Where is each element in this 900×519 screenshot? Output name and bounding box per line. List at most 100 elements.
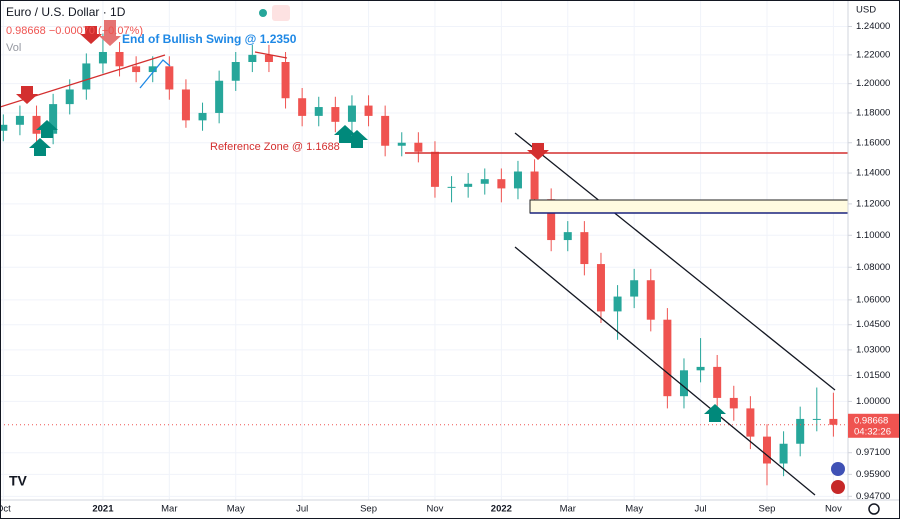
grid bbox=[0, 0, 848, 500]
candle-body bbox=[630, 280, 639, 297]
logo: TV bbox=[9, 473, 28, 489]
candle-body bbox=[746, 408, 755, 437]
candle-body bbox=[729, 397, 738, 409]
y-tick-label: 1.20000 bbox=[856, 78, 890, 89]
candle-body bbox=[430, 151, 439, 187]
candle-body bbox=[530, 171, 539, 200]
candle-body bbox=[0, 124, 8, 131]
candle-body bbox=[713, 366, 722, 398]
candle-body bbox=[646, 280, 655, 320]
annotation: End of Bullish Swing @ 1.2350 bbox=[122, 32, 297, 46]
candle-body bbox=[464, 183, 473, 187]
down-arrow bbox=[527, 143, 549, 160]
candle-body bbox=[198, 112, 207, 121]
candle-body bbox=[165, 66, 174, 90]
annotation: Reference Zone @ 1.1688 bbox=[210, 141, 340, 153]
y-tick-label: 1.04500 bbox=[856, 319, 890, 330]
x-tick-label: 2022 bbox=[491, 504, 512, 515]
candle-body bbox=[364, 105, 373, 116]
countdown: 04:32:26 bbox=[854, 426, 891, 437]
quote: 0.98668 −0.00070 (−0.07%) bbox=[6, 25, 143, 37]
candle-body bbox=[298, 98, 307, 116]
y-tick-label: 0.95900 bbox=[856, 469, 890, 480]
y-tick-label: 1.10000 bbox=[856, 230, 890, 241]
candle-body bbox=[513, 171, 522, 189]
down-arrow bbox=[80, 26, 102, 44]
arrow-line bbox=[254, 51, 288, 59]
candle-body bbox=[248, 54, 257, 62]
candle-body bbox=[580, 232, 589, 265]
candle-body bbox=[347, 105, 356, 122]
candle-body bbox=[812, 418, 821, 420]
flag-eu bbox=[831, 462, 845, 476]
candle-body bbox=[663, 319, 672, 397]
candle-body bbox=[414, 142, 423, 152]
candle-body bbox=[49, 104, 58, 134]
candle-body bbox=[115, 51, 124, 67]
last-price-label: 0.98668 bbox=[854, 415, 888, 426]
y-tick-label: 0.94700 bbox=[856, 491, 890, 502]
candle-body bbox=[381, 115, 390, 146]
candle-body bbox=[148, 66, 157, 73]
candle-body bbox=[231, 61, 240, 81]
currency: USD bbox=[856, 5, 876, 16]
x-tick-label: Sep bbox=[360, 504, 377, 515]
y-tick-label: 1.00000 bbox=[856, 396, 890, 407]
y-tick-label: 1.18000 bbox=[856, 107, 890, 118]
x-tick-label: May bbox=[625, 504, 643, 515]
status-badge[interactable] bbox=[272, 5, 290, 21]
candle-body bbox=[829, 418, 838, 425]
candle-body bbox=[762, 436, 771, 464]
y-tick-label: 1.08000 bbox=[856, 262, 890, 273]
status-dot bbox=[259, 9, 267, 17]
candle-body bbox=[181, 89, 190, 121]
candle-body bbox=[447, 186, 456, 188]
candle-body bbox=[331, 107, 340, 122]
down-arrow bbox=[16, 86, 38, 104]
x-tick-label: Sep bbox=[759, 504, 776, 515]
flag-us bbox=[831, 480, 845, 494]
candle-body bbox=[32, 115, 41, 134]
candle-body bbox=[132, 66, 141, 73]
x-tick-label: Nov bbox=[825, 504, 842, 515]
candle-body bbox=[547, 199, 556, 241]
last-price-box bbox=[848, 413, 900, 438]
x-tick-label: Jul bbox=[296, 504, 308, 515]
candle-body bbox=[613, 296, 622, 312]
candle-body bbox=[281, 61, 290, 99]
x-tick-label: Mar bbox=[560, 504, 576, 515]
volume-label: Vol bbox=[6, 42, 21, 54]
y-tick-label: 1.03000 bbox=[856, 344, 890, 355]
x-tick-label: Nov bbox=[427, 504, 444, 515]
candle-body bbox=[679, 370, 688, 397]
candle-body bbox=[563, 232, 572, 241]
y-tick-label: 1.22000 bbox=[856, 49, 890, 60]
wedge bbox=[139, 59, 171, 89]
up-arrow bbox=[29, 138, 51, 156]
signal-arrows bbox=[16, 20, 726, 422]
candle-body bbox=[82, 63, 91, 90]
down-arrow bbox=[99, 20, 121, 46]
settings-icon[interactable] bbox=[868, 503, 880, 515]
candle-body bbox=[480, 179, 489, 184]
y-tick-label: 1.24000 bbox=[856, 21, 890, 32]
up-arrow bbox=[36, 120, 58, 138]
x-tick-label: May bbox=[227, 504, 245, 515]
y-tick-label: 1.14000 bbox=[856, 168, 890, 179]
y-tick-label: 1.12000 bbox=[856, 198, 890, 209]
symbol: Euro / U.S. Dollar · 1D bbox=[6, 5, 126, 19]
candle-body bbox=[15, 115, 24, 125]
candle-body bbox=[65, 89, 74, 105]
candle-body bbox=[696, 366, 705, 371]
candle-body bbox=[397, 142, 406, 146]
candle-body bbox=[98, 51, 107, 64]
x-tick-label: 2021 bbox=[92, 504, 114, 515]
candle-body bbox=[215, 80, 224, 113]
candle-body bbox=[779, 443, 788, 464]
candle-body bbox=[796, 418, 805, 444]
y-tick-label: 1.01500 bbox=[856, 370, 890, 381]
candle-body bbox=[314, 107, 323, 116]
x-tick-label: Jul bbox=[695, 504, 707, 515]
x-tick-label: Oct bbox=[0, 504, 11, 515]
